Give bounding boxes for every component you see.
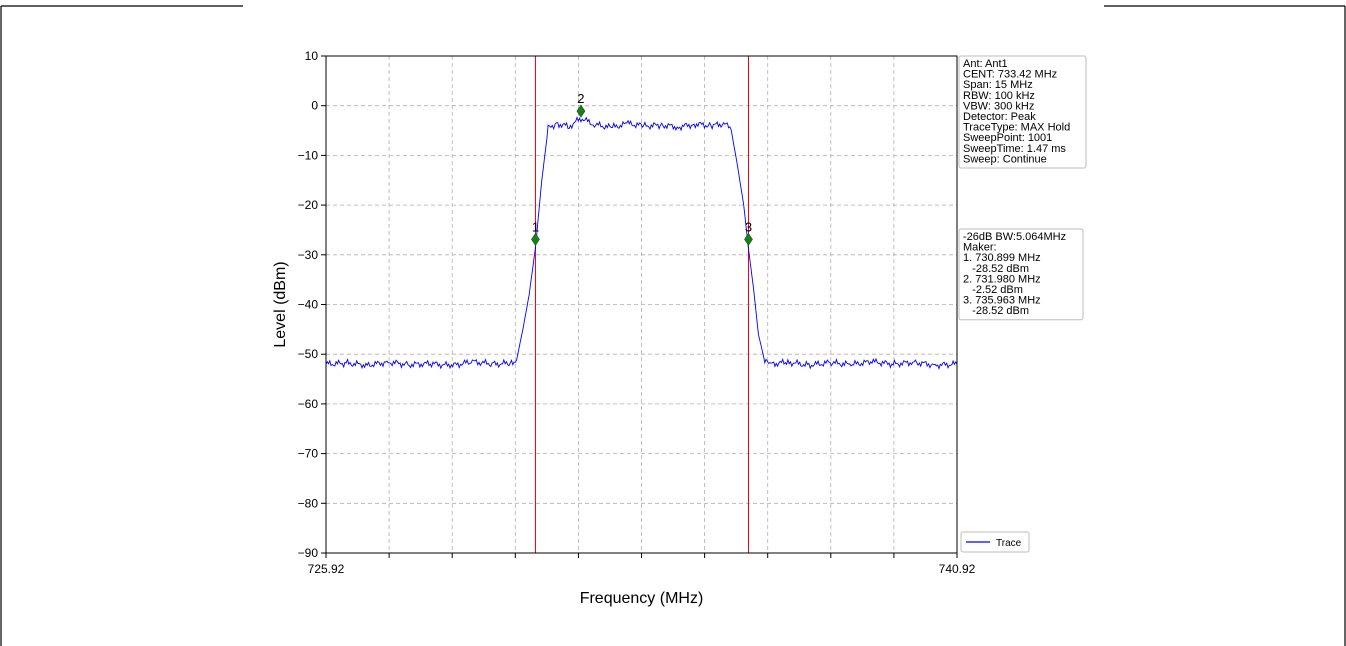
info-box-line: 1. 730.899 MHz xyxy=(963,252,1041,264)
info-box-line: Ant: Ant1 xyxy=(963,58,1008,70)
grid-layer xyxy=(326,56,957,553)
marker-point xyxy=(576,104,586,118)
info-box-line: -28.52 dBm xyxy=(963,263,1029,275)
legend-frame xyxy=(960,531,1030,553)
series-trace-line xyxy=(325,116,958,371)
marker-label: 2 xyxy=(577,91,584,106)
series-layer xyxy=(325,116,958,371)
marker-lines xyxy=(534,56,749,553)
info-box-line: 3. 735.963 MHz xyxy=(963,295,1041,307)
y-tick-label: −80 xyxy=(298,496,319,510)
marker-layer: 1 2 3 xyxy=(531,91,753,246)
info-box-line: Detector: Peak xyxy=(963,111,1036,123)
y-tick-label: −40 xyxy=(298,298,319,312)
marker-point xyxy=(531,232,540,246)
legend-label: Trace xyxy=(996,538,1022,549)
marker-label: 1 xyxy=(532,219,539,234)
info-box-line: TraceType: MAX Hold xyxy=(963,122,1070,134)
x-tick-label: 725.92 xyxy=(308,562,345,576)
y-tick-label: −70 xyxy=(298,447,319,461)
x-tick-label: 740.92 xyxy=(939,562,976,576)
legend: Trace xyxy=(960,531,1030,553)
x-axis-label: Frequency (MHz) xyxy=(580,590,704,607)
y-tick-label: −60 xyxy=(298,397,319,411)
info-box-line: -2.52 dBm xyxy=(963,284,1023,296)
info-box-line: Maker: xyxy=(963,242,997,254)
y-tick-label: −50 xyxy=(298,347,319,361)
info-box-line: SweepPoint: 1001 xyxy=(963,132,1052,144)
y-tick-label: −20 xyxy=(298,198,319,212)
marker-point xyxy=(744,232,753,246)
y-tick-label: −30 xyxy=(298,248,319,262)
y-tick-label: −10 xyxy=(298,148,319,162)
info-box-line: 2. 731.980 MHz xyxy=(963,273,1041,285)
y-tick-label: 0 xyxy=(311,99,318,113)
info-box-line: SweepTime: 1.47 ms xyxy=(963,143,1066,155)
y-tick-label: −90 xyxy=(298,546,319,560)
info-box-line: CENT: 733.42 MHz xyxy=(963,69,1057,81)
info-box-frame xyxy=(958,55,1087,169)
info-box-line: Span: 15 MHz xyxy=(963,79,1033,91)
tick-layer: 10 0 −10 −20 −30 −40 −50 −60 −70 −80 −90 725.92 740.… xyxy=(298,49,976,576)
y-axis-label: Level (dBm) xyxy=(272,261,289,347)
y-tick-label: 10 xyxy=(305,49,319,63)
info-box-line: -28.52 dBm xyxy=(963,305,1029,317)
info-box-frame xyxy=(958,228,1084,321)
info-box-line: VBW: 300 kHz xyxy=(963,100,1034,112)
info-box-line: -26dB BW:5.064MHz xyxy=(963,231,1066,243)
info-box-line: Sweep: Continue xyxy=(963,153,1047,165)
marker-label: 3 xyxy=(745,219,752,234)
info-box-line: RBW: 100 kHz xyxy=(963,90,1035,102)
